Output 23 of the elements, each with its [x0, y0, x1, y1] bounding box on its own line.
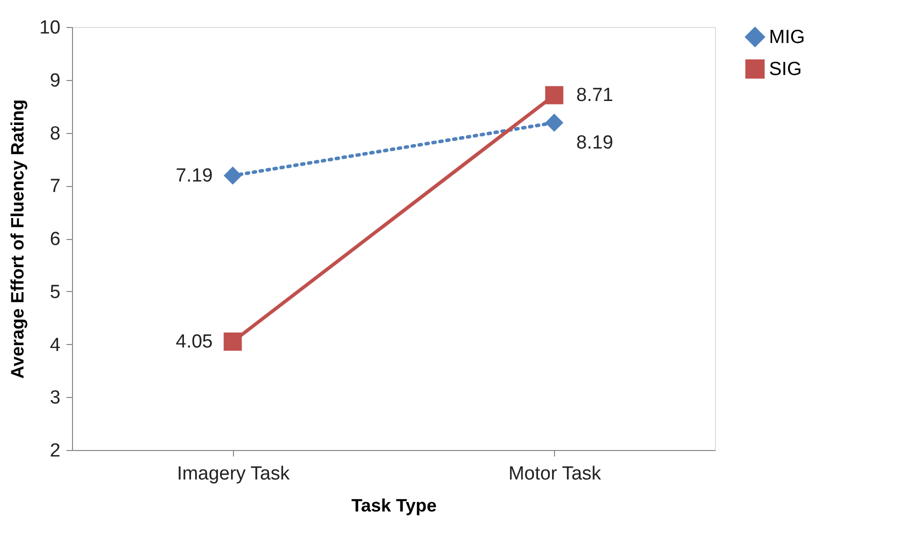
y-tick-label: 9: [50, 70, 60, 92]
data-label: 4.05: [176, 332, 213, 353]
legend-label: MIG: [769, 27, 805, 48]
y-tick-label: 7: [50, 176, 60, 198]
data-label: 8.71: [576, 85, 614, 106]
point: [545, 114, 564, 132]
x-tick-label: Imagery Task: [176, 464, 290, 484]
y-tick-label: 4: [50, 334, 61, 356]
data-label: 8.19: [576, 132, 614, 154]
point: [545, 86, 564, 104]
x-tick-label: Motor Task: [508, 464, 602, 484]
y-tick-label: 3: [50, 388, 60, 409]
y-tick-label: 5: [50, 282, 60, 303]
y-axis-title: Average Effort of Fluency Rating: [7, 99, 28, 379]
data-label: 7.19: [176, 166, 213, 187]
y-tick-label: 10: [39, 18, 60, 38]
legend-label: SIG: [769, 59, 802, 80]
x-axis-title: Task Type: [351, 496, 437, 516]
y-tick-label: 8: [50, 123, 60, 144]
point: [224, 166, 242, 185]
point: [224, 332, 242, 351]
y-tick-label: 2: [50, 440, 60, 462]
y-tick-label: 6: [50, 229, 60, 250]
